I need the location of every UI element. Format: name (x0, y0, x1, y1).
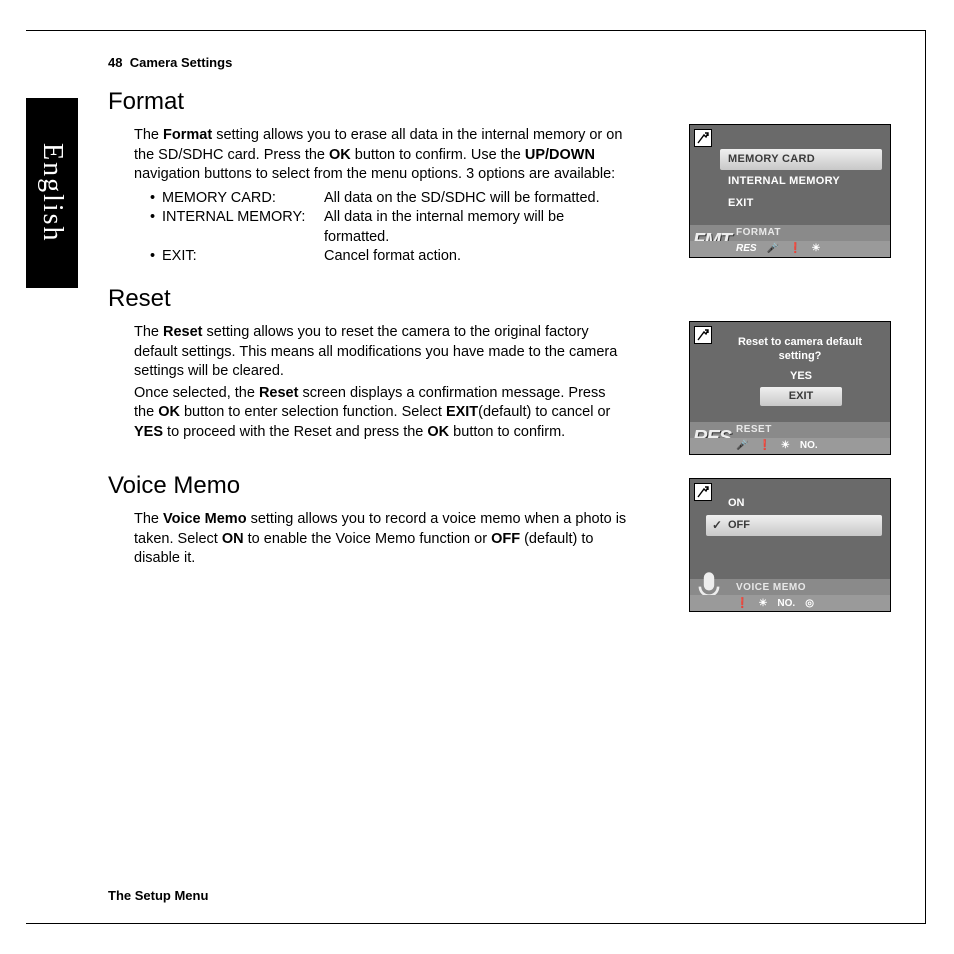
format-bullet: •EXIT:Cancel format action. (150, 247, 629, 267)
reset-opt-yes[interactable]: YES (760, 367, 842, 386)
no-icon: NO. (800, 439, 818, 453)
format-intro: The Format setting allows you to erase a… (134, 126, 629, 185)
page-footer: The Setup Menu (108, 888, 208, 903)
warn-icon: ❗ (758, 439, 770, 453)
reset-opt-exit[interactable]: EXIT (760, 387, 842, 406)
reset-icon-bar: 🎤 ❗ ☀ NO. (690, 438, 890, 454)
format-body: The Format setting allows you to erase a… (134, 126, 895, 267)
voicememo-p: The Voice Memo setting allows you to rec… (134, 510, 629, 569)
target-icon: ◎ (805, 597, 814, 611)
reset-p2: Once selected, the Reset screen displays… (134, 384, 629, 443)
format-screen: MEMORY CARD INTERNAL MEMORY EXIT FORMAT … (689, 124, 891, 258)
format-opt-exit[interactable]: EXIT (720, 193, 882, 214)
format-opt-memory-card[interactable]: MEMORY CARD (720, 149, 882, 170)
reset-prompt: Reset to camera default setting? (730, 336, 870, 364)
format-title: Format (108, 88, 895, 116)
voicememo-screen: ON ✓OFF VOICE MEMO ❗ ☀ NO. ◎ (689, 478, 891, 612)
mode-icon (694, 129, 712, 147)
reset-p1: The Reset setting allows you to reset th… (134, 323, 629, 382)
res-icon: RES (736, 242, 757, 256)
content: Format The Format setting allows you to … (108, 88, 895, 569)
check-icon: ✓ (712, 517, 722, 533)
format-bullet: •INTERNAL MEMORY:All data in the interna… (150, 208, 629, 247)
reset-screen-label: RESET (736, 423, 772, 437)
page-header: 48 Camera Settings (108, 55, 895, 70)
page-number: 48 (108, 55, 122, 70)
voicememo-screen-label: VOICE MEMO (736, 581, 806, 595)
header-section: Camera Settings (130, 55, 233, 70)
reset-title: Reset (108, 285, 895, 313)
format-icon-bar: RES 🎤 ❗ ☀ (690, 241, 890, 257)
brightness-icon: ☀ (811, 242, 820, 256)
reset-body: The Reset setting allows you to reset th… (134, 323, 895, 442)
voicememo-icon-bar: ❗ ☀ NO. ◎ (690, 595, 890, 611)
warn-icon: ❗ (789, 242, 801, 256)
format-screen-label: FORMAT (736, 226, 781, 240)
mic-icon: 🎤 (736, 439, 748, 453)
format-bullet: •MEMORY CARD:All data on the SD/SDHC wil… (150, 189, 629, 209)
language-tab: English (26, 98, 78, 288)
voicememo-body: The Voice Memo setting allows you to rec… (134, 510, 895, 569)
no-icon: NO. (777, 597, 795, 611)
page-frame: 48 Camera Settings Format The Format set… (26, 30, 926, 924)
mic-icon: 🎤 (767, 242, 779, 256)
language-tab-label: English (36, 143, 68, 243)
voicememo-opt-off[interactable]: ✓OFF (706, 515, 882, 536)
reset-screen: Reset to camera default setting? YES EXI… (689, 321, 891, 455)
brightness-icon: ☀ (781, 439, 790, 453)
voicememo-opt-on[interactable]: ON (720, 493, 882, 514)
format-opt-internal[interactable]: INTERNAL MEMORY (720, 171, 882, 192)
brightness-icon: ☀ (758, 597, 767, 611)
warn-icon: ❗ (736, 597, 748, 611)
